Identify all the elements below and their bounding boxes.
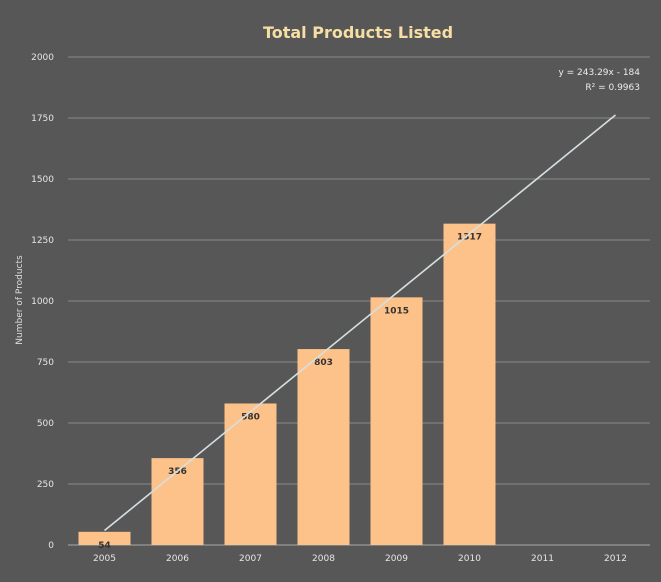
bar-2007 [224, 403, 277, 545]
bar-2008 [297, 349, 350, 545]
trendline-equation: y = 243.29x - 184 [558, 68, 640, 78]
data-label-2009: 1015 [384, 306, 409, 316]
x-tick-label-2007: 2007 [239, 554, 262, 564]
y-tick-label: 1000 [31, 297, 54, 307]
bar-2005 [78, 531, 131, 545]
x-tick-label-2005: 2005 [93, 554, 116, 564]
bar-2010 [443, 223, 496, 546]
y-tick-label: 0 [48, 541, 54, 551]
x-tick-label-2009: 2009 [385, 554, 408, 564]
x-tick-label-2011: 2011 [531, 554, 554, 564]
x-tick-label-2010: 2010 [458, 554, 481, 564]
y-tick-label: 500 [37, 419, 54, 429]
chart-title: Total Products Listed [263, 23, 453, 42]
bar-2006 [151, 458, 204, 545]
x-tick-label-2006: 2006 [166, 554, 189, 564]
trendline [103, 114, 617, 532]
data-label-2005: 54 [98, 541, 111, 551]
y-tick-label: 250 [37, 480, 54, 490]
data-label-2007: 580 [241, 412, 260, 422]
data-label-2010: 1317 [457, 233, 482, 243]
y-tick-label: 1500 [31, 175, 54, 185]
y-tick-label: 750 [37, 358, 54, 368]
trendline-layer [103, 114, 617, 532]
bars [78, 223, 496, 546]
x-tick-label-2012: 2012 [604, 554, 627, 564]
y-tick-label: 1250 [31, 236, 54, 246]
x-tick-label-2008: 2008 [312, 554, 335, 564]
x-tick-labels: 2005 2006 2007 2008 2009 2010 2011 2012 [93, 554, 627, 564]
y-tick-labels: 0 250 500 750 1000 1250 1500 1750 2000 [31, 53, 54, 551]
y-tick-label: 1750 [31, 114, 54, 124]
trendline-r-squared: R² = 0.9963 [585, 83, 640, 93]
bar-2009 [370, 297, 423, 545]
y-axis-label: Number of Products [15, 255, 25, 345]
y-tick-label: 2000 [31, 53, 54, 63]
data-label-2008: 803 [314, 358, 333, 368]
